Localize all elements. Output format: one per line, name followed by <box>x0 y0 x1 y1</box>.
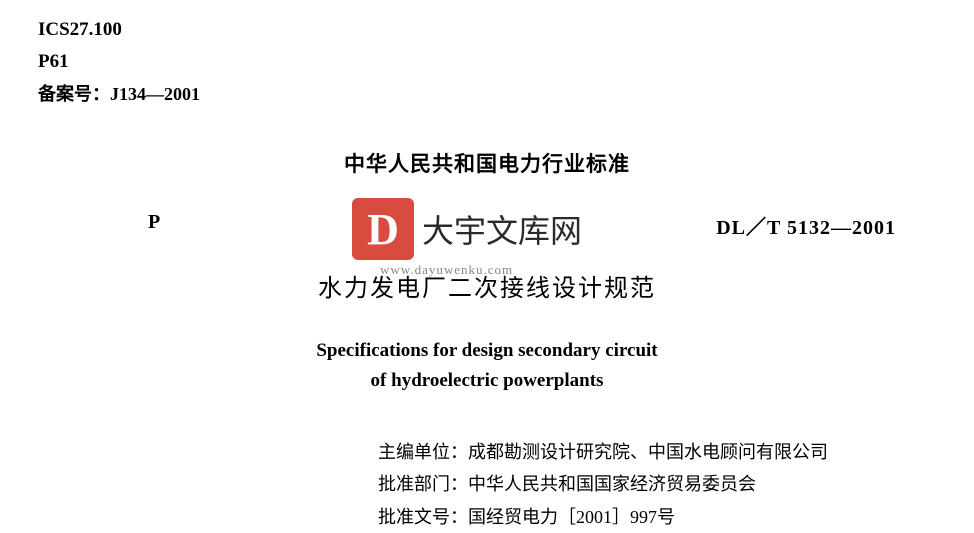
filing-number: 备案号：J134—2001 <box>38 79 200 110</box>
approval-dept-value: 中华人民共和国国家经济贸易委员会 <box>468 474 756 494</box>
editor-value: 成都勘测设计研究院、中国水电顾问有限公司 <box>468 442 828 462</box>
standard-heading: 中华人民共和国电力行业标准 <box>0 148 974 178</box>
approval-doc-value: 国经贸电力［2001］997号 <box>468 507 675 527</box>
chinese-title: 水力发电厂二次接线设计规范 <box>0 268 974 303</box>
approval-doc-label: 批准文号： <box>378 507 468 527</box>
editor-row: 主编单位：成都勘测设计研究院、中国水电顾问有限公司 <box>378 436 828 468</box>
approval-dept-row: 批准部门：中华人民共和国国家经济贸易委员会 <box>378 468 828 500</box>
watermark: D 大宇文库网 <box>352 198 582 260</box>
english-title-line2: of hydroelectric powerplants <box>0 370 974 392</box>
p-classification: P61 <box>38 46 200 78</box>
watermark-logo-icon: D <box>352 198 414 260</box>
ics-code: ICS27.100 <box>38 14 200 46</box>
watermark-text: 大宇文库网 <box>422 206 582 252</box>
p-mark: P <box>148 211 160 234</box>
english-title-line1: Specifications for design secondary circ… <box>0 340 974 362</box>
approval-dept-label: 批准部门： <box>378 474 468 494</box>
approval-doc-row: 批准文号：国经贸电力［2001］997号 <box>378 501 828 533</box>
header-block: ICS27.100 P61 备案号：J134—2001 <box>38 14 200 109</box>
metadata-block: 主编单位：成都勘测设计研究院、中国水电顾问有限公司 批准部门：中华人民共和国国家… <box>378 436 828 533</box>
editor-label: 主编单位： <box>378 442 468 462</box>
standard-code: DL／T 5132—2001 <box>716 211 896 240</box>
